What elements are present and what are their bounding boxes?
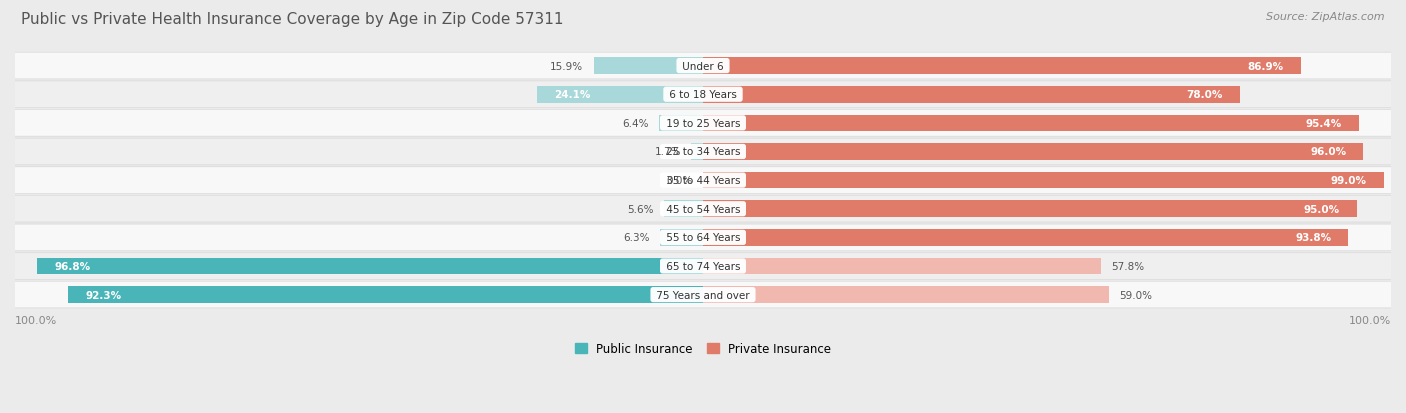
Bar: [659, 230, 703, 246]
Text: 93.8%: 93.8%: [1295, 233, 1331, 243]
Bar: [37, 258, 703, 275]
FancyBboxPatch shape: [4, 53, 1402, 80]
FancyBboxPatch shape: [4, 282, 1402, 308]
Text: 95.4%: 95.4%: [1306, 119, 1343, 128]
FancyBboxPatch shape: [4, 253, 1402, 280]
Bar: [692, 144, 703, 160]
Text: 15.9%: 15.9%: [550, 62, 583, 71]
Bar: [703, 230, 1348, 246]
Text: 6 to 18 Years: 6 to 18 Years: [666, 90, 740, 100]
FancyBboxPatch shape: [1, 81, 1405, 109]
Text: 5.6%: 5.6%: [627, 204, 654, 214]
Text: 45 to 54 Years: 45 to 54 Years: [662, 204, 744, 214]
Text: 78.0%: 78.0%: [1187, 90, 1222, 100]
Bar: [703, 58, 1301, 75]
Text: 55 to 64 Years: 55 to 64 Years: [662, 233, 744, 243]
FancyBboxPatch shape: [4, 139, 1402, 165]
Bar: [593, 58, 703, 75]
Text: 19 to 25 Years: 19 to 25 Years: [662, 119, 744, 128]
Text: 100.0%: 100.0%: [15, 315, 58, 325]
Text: 6.4%: 6.4%: [621, 119, 648, 128]
Text: 92.3%: 92.3%: [86, 290, 121, 300]
Text: 6.3%: 6.3%: [623, 233, 650, 243]
Bar: [703, 258, 1101, 275]
Bar: [67, 287, 703, 303]
Text: 86.9%: 86.9%: [1247, 62, 1284, 71]
FancyBboxPatch shape: [4, 225, 1402, 251]
FancyBboxPatch shape: [4, 196, 1402, 222]
Text: 75 Years and over: 75 Years and over: [652, 290, 754, 300]
FancyBboxPatch shape: [4, 82, 1402, 108]
Bar: [703, 87, 1240, 103]
Text: 1.7%: 1.7%: [654, 147, 681, 157]
Bar: [703, 287, 1109, 303]
FancyBboxPatch shape: [1, 195, 1405, 223]
Bar: [703, 115, 1360, 132]
Text: 100.0%: 100.0%: [1348, 315, 1391, 325]
FancyBboxPatch shape: [1, 224, 1405, 252]
FancyBboxPatch shape: [1, 110, 1405, 137]
FancyBboxPatch shape: [1, 167, 1405, 195]
FancyBboxPatch shape: [4, 168, 1402, 194]
FancyBboxPatch shape: [1, 253, 1405, 280]
FancyBboxPatch shape: [1, 138, 1405, 166]
Bar: [703, 172, 1384, 189]
FancyBboxPatch shape: [4, 110, 1402, 137]
Text: Under 6: Under 6: [679, 62, 727, 71]
Text: 59.0%: 59.0%: [1119, 290, 1153, 300]
Text: 25 to 34 Years: 25 to 34 Years: [662, 147, 744, 157]
Text: 24.1%: 24.1%: [554, 90, 591, 100]
Bar: [703, 201, 1357, 218]
Bar: [537, 87, 703, 103]
Text: Source: ZipAtlas.com: Source: ZipAtlas.com: [1267, 12, 1385, 22]
Legend: Public Insurance, Private Insurance: Public Insurance, Private Insurance: [571, 337, 835, 360]
Text: 95.0%: 95.0%: [1303, 204, 1340, 214]
FancyBboxPatch shape: [1, 53, 1405, 80]
Text: 65 to 74 Years: 65 to 74 Years: [662, 261, 744, 271]
Text: 96.8%: 96.8%: [55, 261, 90, 271]
Bar: [703, 144, 1364, 160]
Text: 96.0%: 96.0%: [1310, 147, 1347, 157]
Bar: [665, 201, 703, 218]
FancyBboxPatch shape: [1, 281, 1405, 309]
Text: 99.0%: 99.0%: [1331, 176, 1367, 186]
Text: 35 to 44 Years: 35 to 44 Years: [662, 176, 744, 186]
Text: 0.0%: 0.0%: [666, 176, 693, 186]
Text: 57.8%: 57.8%: [1111, 261, 1144, 271]
Bar: [659, 115, 703, 132]
Text: Public vs Private Health Insurance Coverage by Age in Zip Code 57311: Public vs Private Health Insurance Cover…: [21, 12, 564, 27]
